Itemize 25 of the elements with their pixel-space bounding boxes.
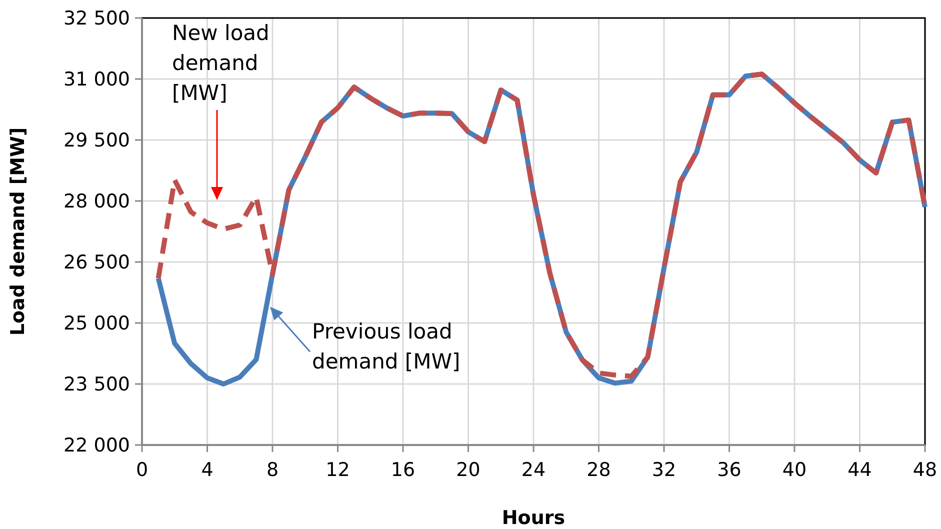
x-tick-label: 20 xyxy=(456,459,480,481)
y-axis-title: Load demand [MW] xyxy=(7,127,29,336)
x-tick-label: 12 xyxy=(326,459,350,481)
x-tick-label: 16 xyxy=(390,459,416,481)
y-tick-label: 28 000 xyxy=(64,190,130,213)
x-axis-title: Hours xyxy=(502,507,566,529)
x-tick-label: 28 xyxy=(586,459,611,481)
x-tick-label: 36 xyxy=(717,459,742,481)
y-tick-label: 23 500 xyxy=(64,374,130,396)
x-tick-label: 44 xyxy=(848,459,872,481)
annotation: New load demand [MW] xyxy=(172,21,270,105)
x-tick-label: 4 xyxy=(201,459,214,481)
x-tick-label: 24 xyxy=(521,459,546,481)
x-tick-label: 8 xyxy=(266,459,279,481)
x-tick-label: 0 xyxy=(136,459,148,481)
x-tick-label: 40 xyxy=(782,459,807,481)
y-tick-label: 31 000 xyxy=(64,68,130,91)
annotation: Previous load demand [MW] xyxy=(312,320,460,374)
y-tick-label: 22 000 xyxy=(64,434,130,457)
y-tick-label: 26 500 xyxy=(64,252,130,274)
y-tick-label: 32 500 xyxy=(64,8,130,30)
x-tick-label: 32 xyxy=(652,459,676,481)
x-tick-label: 48 xyxy=(912,459,938,481)
y-tick-label: 29 500 xyxy=(64,130,130,152)
y-tick-label: 25 000 xyxy=(64,312,130,335)
